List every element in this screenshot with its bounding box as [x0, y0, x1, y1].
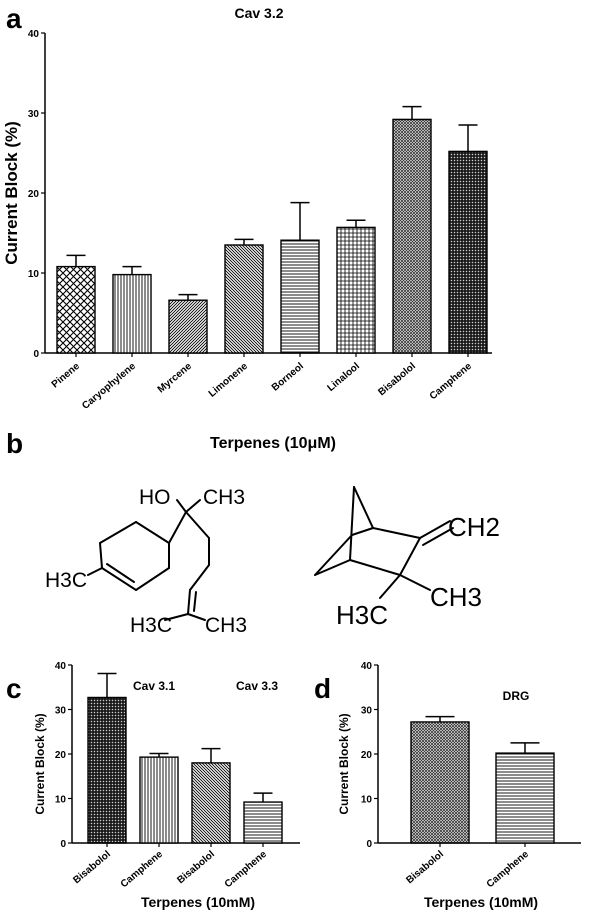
- bar-a: [112, 273, 152, 354]
- camphene-label-ch3: CH3: [430, 582, 482, 612]
- bisabolol-label-h3c-bottom: H3C: [130, 614, 172, 637]
- bar-a: [280, 239, 320, 354]
- y-tick-label-a: 40: [28, 29, 40, 40]
- panel-label-b: b: [6, 428, 23, 459]
- x-axis-label-c: Terpenes (10mM): [141, 894, 255, 910]
- y-tick-label-d: 0: [366, 839, 372, 850]
- y-axis-label-c: Current Block (%): [33, 713, 47, 814]
- y-axis-label-d: Current Block (%): [337, 713, 351, 814]
- x-axis-label-d: Terpenes (10mM): [424, 894, 538, 910]
- category-label-d: Bisabolol: [404, 849, 446, 886]
- y-tick-label-c: 30: [55, 706, 67, 717]
- y-axis-label-a: Current Block (%): [2, 121, 21, 265]
- category-label-a: Borneol: [270, 361, 306, 394]
- bar-a: [392, 118, 432, 354]
- bar-a: [56, 265, 96, 354]
- bisabolol-label-h3c-left: H3C: [45, 569, 87, 592]
- category-label-a: Bisabolol: [376, 361, 418, 398]
- bar-a: [448, 150, 488, 354]
- category-label-a: Limonene: [207, 361, 251, 400]
- camphene-label-ch2: CH2: [448, 512, 500, 542]
- group-label-cav33: Cav 3.3: [236, 679, 278, 693]
- bisabolol-structure: [87, 499, 210, 621]
- y-tick-label-c: 10: [55, 795, 67, 806]
- chart-title-d: DRG: [503, 689, 530, 703]
- y-tick-label-d: 40: [361, 661, 373, 672]
- chart-title-a: Cav 3.2: [234, 5, 283, 21]
- category-label-a: Myrcene: [156, 361, 194, 396]
- bar-c: [191, 762, 231, 844]
- bar-d: [410, 721, 470, 844]
- category-label-d: Camphene: [485, 849, 532, 891]
- panel-label-d: d: [314, 673, 331, 704]
- camphene-structure: [314, 486, 454, 599]
- category-label-a: Camphene: [428, 361, 475, 403]
- y-tick-label-d: 20: [361, 750, 373, 761]
- group-label-cav31: Cav 3.1: [133, 679, 175, 693]
- bar-a: [168, 299, 208, 354]
- bisabolol-label-ho: HO: [139, 486, 171, 509]
- category-label-a: Linalool: [325, 361, 362, 394]
- bar-d: [495, 752, 555, 844]
- bar-c: [243, 801, 283, 844]
- y-tick-label-a: 20: [28, 189, 40, 200]
- category-label-c: Bisabolol: [175, 849, 217, 886]
- category-label-c: Camphene: [119, 849, 166, 891]
- bar-c: [139, 756, 179, 844]
- bar-a: [336, 226, 376, 354]
- bar-c: [87, 696, 127, 844]
- panel-label-c: c: [6, 673, 22, 704]
- y-tick-label-a: 10: [28, 269, 40, 280]
- y-tick-label-c: 40: [55, 661, 67, 672]
- y-tick-label-c: 0: [60, 839, 66, 850]
- x-axis-label-a: Terpenes (10μM): [210, 435, 336, 452]
- panel-label-a: a: [6, 3, 22, 34]
- camphene-label-h3c: H3C: [336, 600, 388, 630]
- category-label-c: Camphene: [223, 849, 270, 891]
- y-tick-label-c: 20: [55, 750, 67, 761]
- bar-a: [224, 244, 264, 354]
- y-tick-label-d: 10: [361, 795, 373, 806]
- chart-d: DRG 0 10 20 30 40 Bisabolol Camphene Terpenes (1…: [337, 661, 581, 910]
- y-tick-label-a: 30: [28, 109, 40, 120]
- bisabolol-label-ch3-top: CH3: [203, 486, 245, 509]
- category-label-a: Caryophylene: [80, 361, 138, 412]
- y-tick-label-d: 30: [361, 706, 373, 717]
- category-label-a: Pinene: [50, 361, 83, 391]
- y-tick-label-a: 0: [33, 349, 39, 360]
- bisabolol-label-ch3-bottom: CH3: [205, 614, 247, 637]
- category-label-c: Bisabolol: [71, 849, 113, 886]
